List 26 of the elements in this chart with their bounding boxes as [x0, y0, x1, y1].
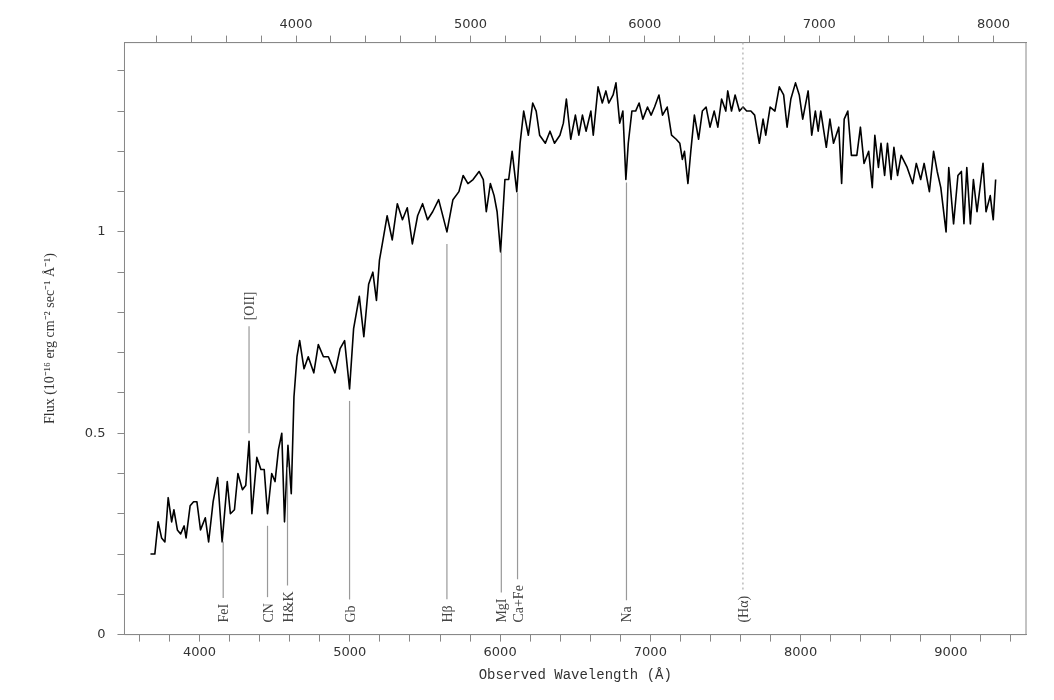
- ref-line-label: Hβ: [439, 605, 455, 623]
- y-tick-label: 1: [97, 223, 106, 239]
- x-tick-label: 9000: [934, 643, 968, 659]
- ref-line-label: Na: [619, 605, 635, 623]
- x-tick-label: 4000: [183, 643, 217, 659]
- ref-line-label: (Hα): [735, 595, 752, 623]
- ref-line-label: H&K: [280, 591, 296, 623]
- x-tick-label: 8000: [784, 643, 818, 659]
- x-tick-label: 7000: [633, 643, 667, 659]
- y-axis-title: Flux (10⁻¹⁶ erg cm⁻² sec⁻¹ Å⁻¹): [42, 252, 59, 425]
- x2-tick-label: 5000: [453, 16, 487, 32]
- ref-line-label: MgI: [494, 598, 510, 623]
- ref-line-label: Ca+Fe: [510, 585, 526, 623]
- x2-tick-label: 8000: [977, 16, 1011, 32]
- x-tick-label: 6000: [483, 643, 517, 659]
- y-tick-label: 0.5: [84, 424, 106, 440]
- ref-line-label: [OII]: [242, 291, 258, 321]
- x-tick-label: 5000: [333, 643, 367, 659]
- ref-line-label: Gb: [342, 605, 358, 623]
- x2-tick-label: 6000: [628, 16, 662, 32]
- x2-tick-label: 4000: [279, 16, 313, 32]
- x-axis-title: Observed Wavelength (Å): [478, 667, 672, 684]
- y-tick-label: 0: [97, 625, 106, 641]
- ref-line-label: FeI: [216, 603, 232, 623]
- x2-tick-label: 7000: [802, 16, 836, 32]
- ref-line-label: CN: [260, 603, 276, 623]
